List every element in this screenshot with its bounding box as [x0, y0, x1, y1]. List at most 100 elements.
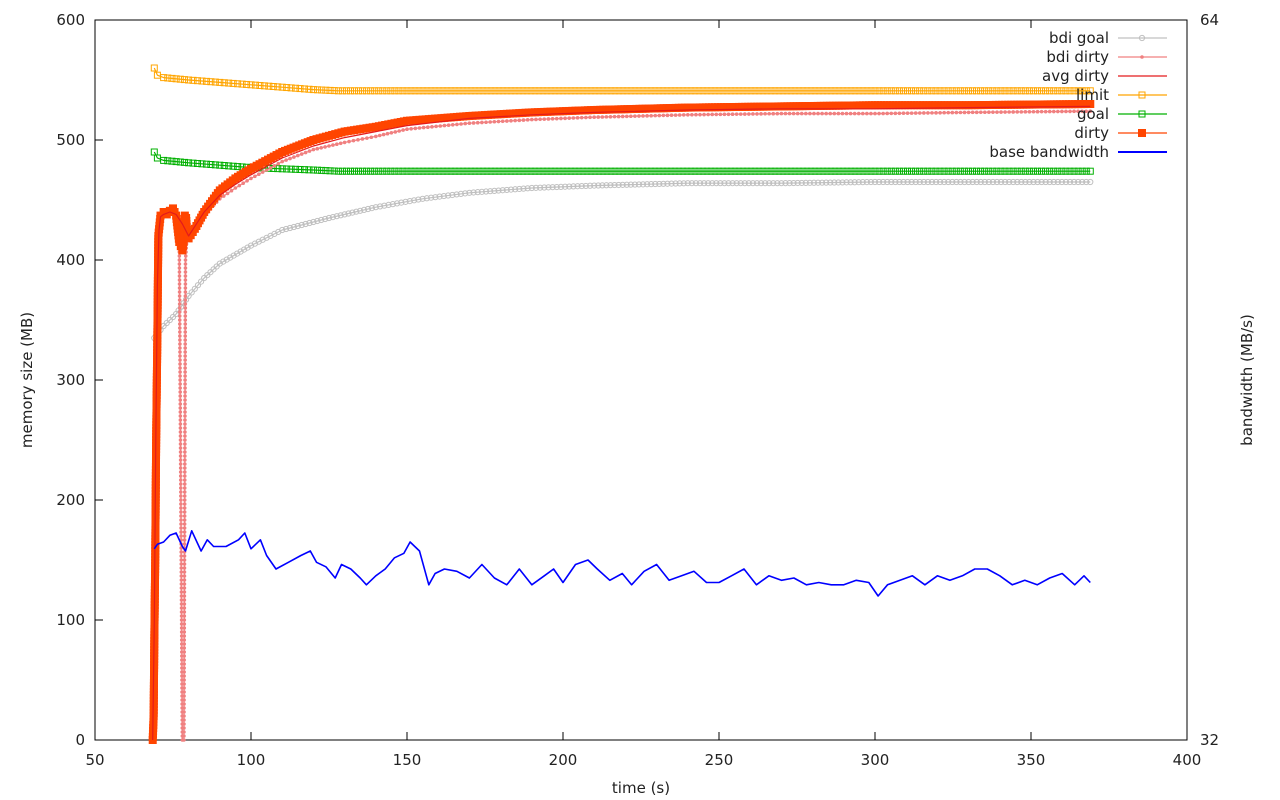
series-goal-point	[342, 167, 350, 175]
series-goal-point	[371, 167, 379, 175]
legend-item-dirty: dirty	[1074, 124, 1167, 142]
series-goal-point	[1033, 167, 1041, 175]
series-limit-point	[198, 77, 206, 85]
series-limit-point	[256, 81, 264, 89]
series-bdi-dirty-point	[182, 594, 187, 598]
series-limit-point	[811, 87, 819, 95]
series-base-bandwidth	[153, 530, 1091, 597]
series-bdi-goal-point	[279, 226, 286, 234]
series-bdi-goal-point	[725, 180, 732, 187]
series-goal-point	[411, 167, 419, 175]
series-limit-point	[415, 87, 423, 95]
series-goal-point	[623, 167, 631, 175]
series-limit-point	[463, 87, 471, 95]
series-bdi-dirty-point	[844, 111, 849, 116]
series-bdi-dirty-point	[183, 318, 188, 322]
series-bdi-dirty-point	[182, 506, 187, 510]
series-bdi-goal-point	[855, 179, 862, 186]
series-bdi-dirty-point	[405, 127, 409, 131]
series-bdi-dirty-point	[178, 434, 183, 438]
series-goal-point	[168, 157, 176, 165]
series-limit-point	[1062, 87, 1070, 95]
series-bdi-goal-point	[537, 184, 544, 191]
series-limit-point	[379, 87, 387, 95]
series-goal-point	[309, 166, 317, 174]
series-limit-point	[679, 87, 687, 95]
series-bdi-dirty-point	[534, 117, 538, 122]
series-bdi-goal-point	[932, 178, 940, 186]
series-bdi-goal-point	[631, 181, 638, 188]
series-bdi-goal-point	[1042, 178, 1049, 186]
series-goal-point	[519, 167, 527, 175]
series-bdi-dirty-point	[926, 111, 930, 115]
series-bdi-dirty-point	[182, 530, 187, 534]
series-bdi-goal-point	[302, 220, 309, 228]
series-limit-point	[695, 87, 703, 95]
series-limit-point	[687, 87, 695, 95]
series-bdi-goal-point	[880, 178, 887, 186]
series-bdi-dirty-point	[179, 506, 183, 510]
series-goal-point	[903, 167, 911, 175]
series-bdi-dirty-point	[182, 502, 187, 506]
series-goal-point	[595, 167, 603, 175]
series-goal-point	[747, 167, 755, 175]
series-bdi-dirty-point	[1007, 110, 1011, 114]
series-bdi-dirty-point	[434, 124, 438, 129]
series-goal-point	[916, 167, 924, 175]
series-goal	[150, 148, 1094, 175]
series-bdi-goal-point	[615, 181, 622, 189]
series-bdi-dirty-point	[342, 140, 347, 145]
series-bdi-goal-point	[423, 195, 430, 202]
series-line-limit	[153, 67, 1091, 92]
series-bdi-dirty-point	[179, 598, 184, 602]
legend-label: base bandwidth	[989, 143, 1109, 161]
series-bdi-dirty-point	[1084, 109, 1089, 114]
series-bdi-goal-point	[770, 180, 777, 187]
series-goal-point	[330, 167, 338, 175]
series-limit-point	[859, 87, 867, 95]
series-goal-point	[1066, 167, 1074, 175]
series-bdi-dirty-point	[182, 590, 187, 594]
series-dirty	[148, 100, 1095, 744]
series-bdi-goal-point	[798, 179, 805, 187]
series-goal-point	[395, 167, 403, 175]
series-limit-point	[483, 87, 491, 95]
series-bdi-dirty-point	[347, 139, 351, 144]
series-goal-point	[202, 160, 210, 168]
series-goal-point	[555, 167, 563, 175]
x-tick-label: 400	[1173, 751, 1202, 769]
series-bdi-goal-point	[639, 181, 647, 188]
series-limit-point	[1029, 87, 1037, 95]
series-bdi-dirty-point	[178, 466, 183, 470]
series-bdi-dirty-point	[178, 366, 182, 370]
series-bdi-goal-point	[361, 206, 368, 213]
series-bdi-dirty-point	[706, 112, 710, 117]
series-bdi-dirty-point	[182, 490, 187, 494]
series-bdi-dirty-point	[182, 654, 186, 658]
series-bdi-dirty-point	[369, 135, 374, 140]
series-bdi-dirty-point	[182, 738, 186, 742]
series-bdi-goal-point	[928, 178, 936, 186]
series-limit-point	[799, 87, 807, 95]
series-goal-point	[639, 167, 647, 175]
series-bdi-dirty-point	[467, 121, 472, 125]
series-limit-point	[727, 87, 735, 95]
series-goal-point	[1058, 167, 1066, 175]
series-bdi-dirty-point	[182, 646, 187, 650]
series-bdi-dirty-point	[179, 502, 183, 506]
series-bdi-dirty-point	[178, 382, 182, 386]
series-limit-point	[160, 74, 168, 82]
series-bdi-dirty-point	[596, 115, 601, 119]
series-bdi-dirty-point	[178, 326, 182, 330]
series-limit-point	[1058, 87, 1066, 95]
series-bdi-dirty-point	[698, 112, 702, 117]
series-bdi-dirty-point	[183, 462, 187, 466]
series-bdi-goal-point	[603, 182, 610, 189]
series-bdi-goal-point	[688, 180, 695, 187]
series-bdi-dirty-point	[182, 486, 187, 490]
series-bdi-goal-point	[381, 202, 388, 209]
series-bdi-goal-point	[520, 185, 527, 192]
series-bdi-goal-point	[368, 205, 375, 212]
series-bdi-dirty-point	[1088, 109, 1093, 113]
series-bdi-dirty-point	[177, 306, 182, 310]
